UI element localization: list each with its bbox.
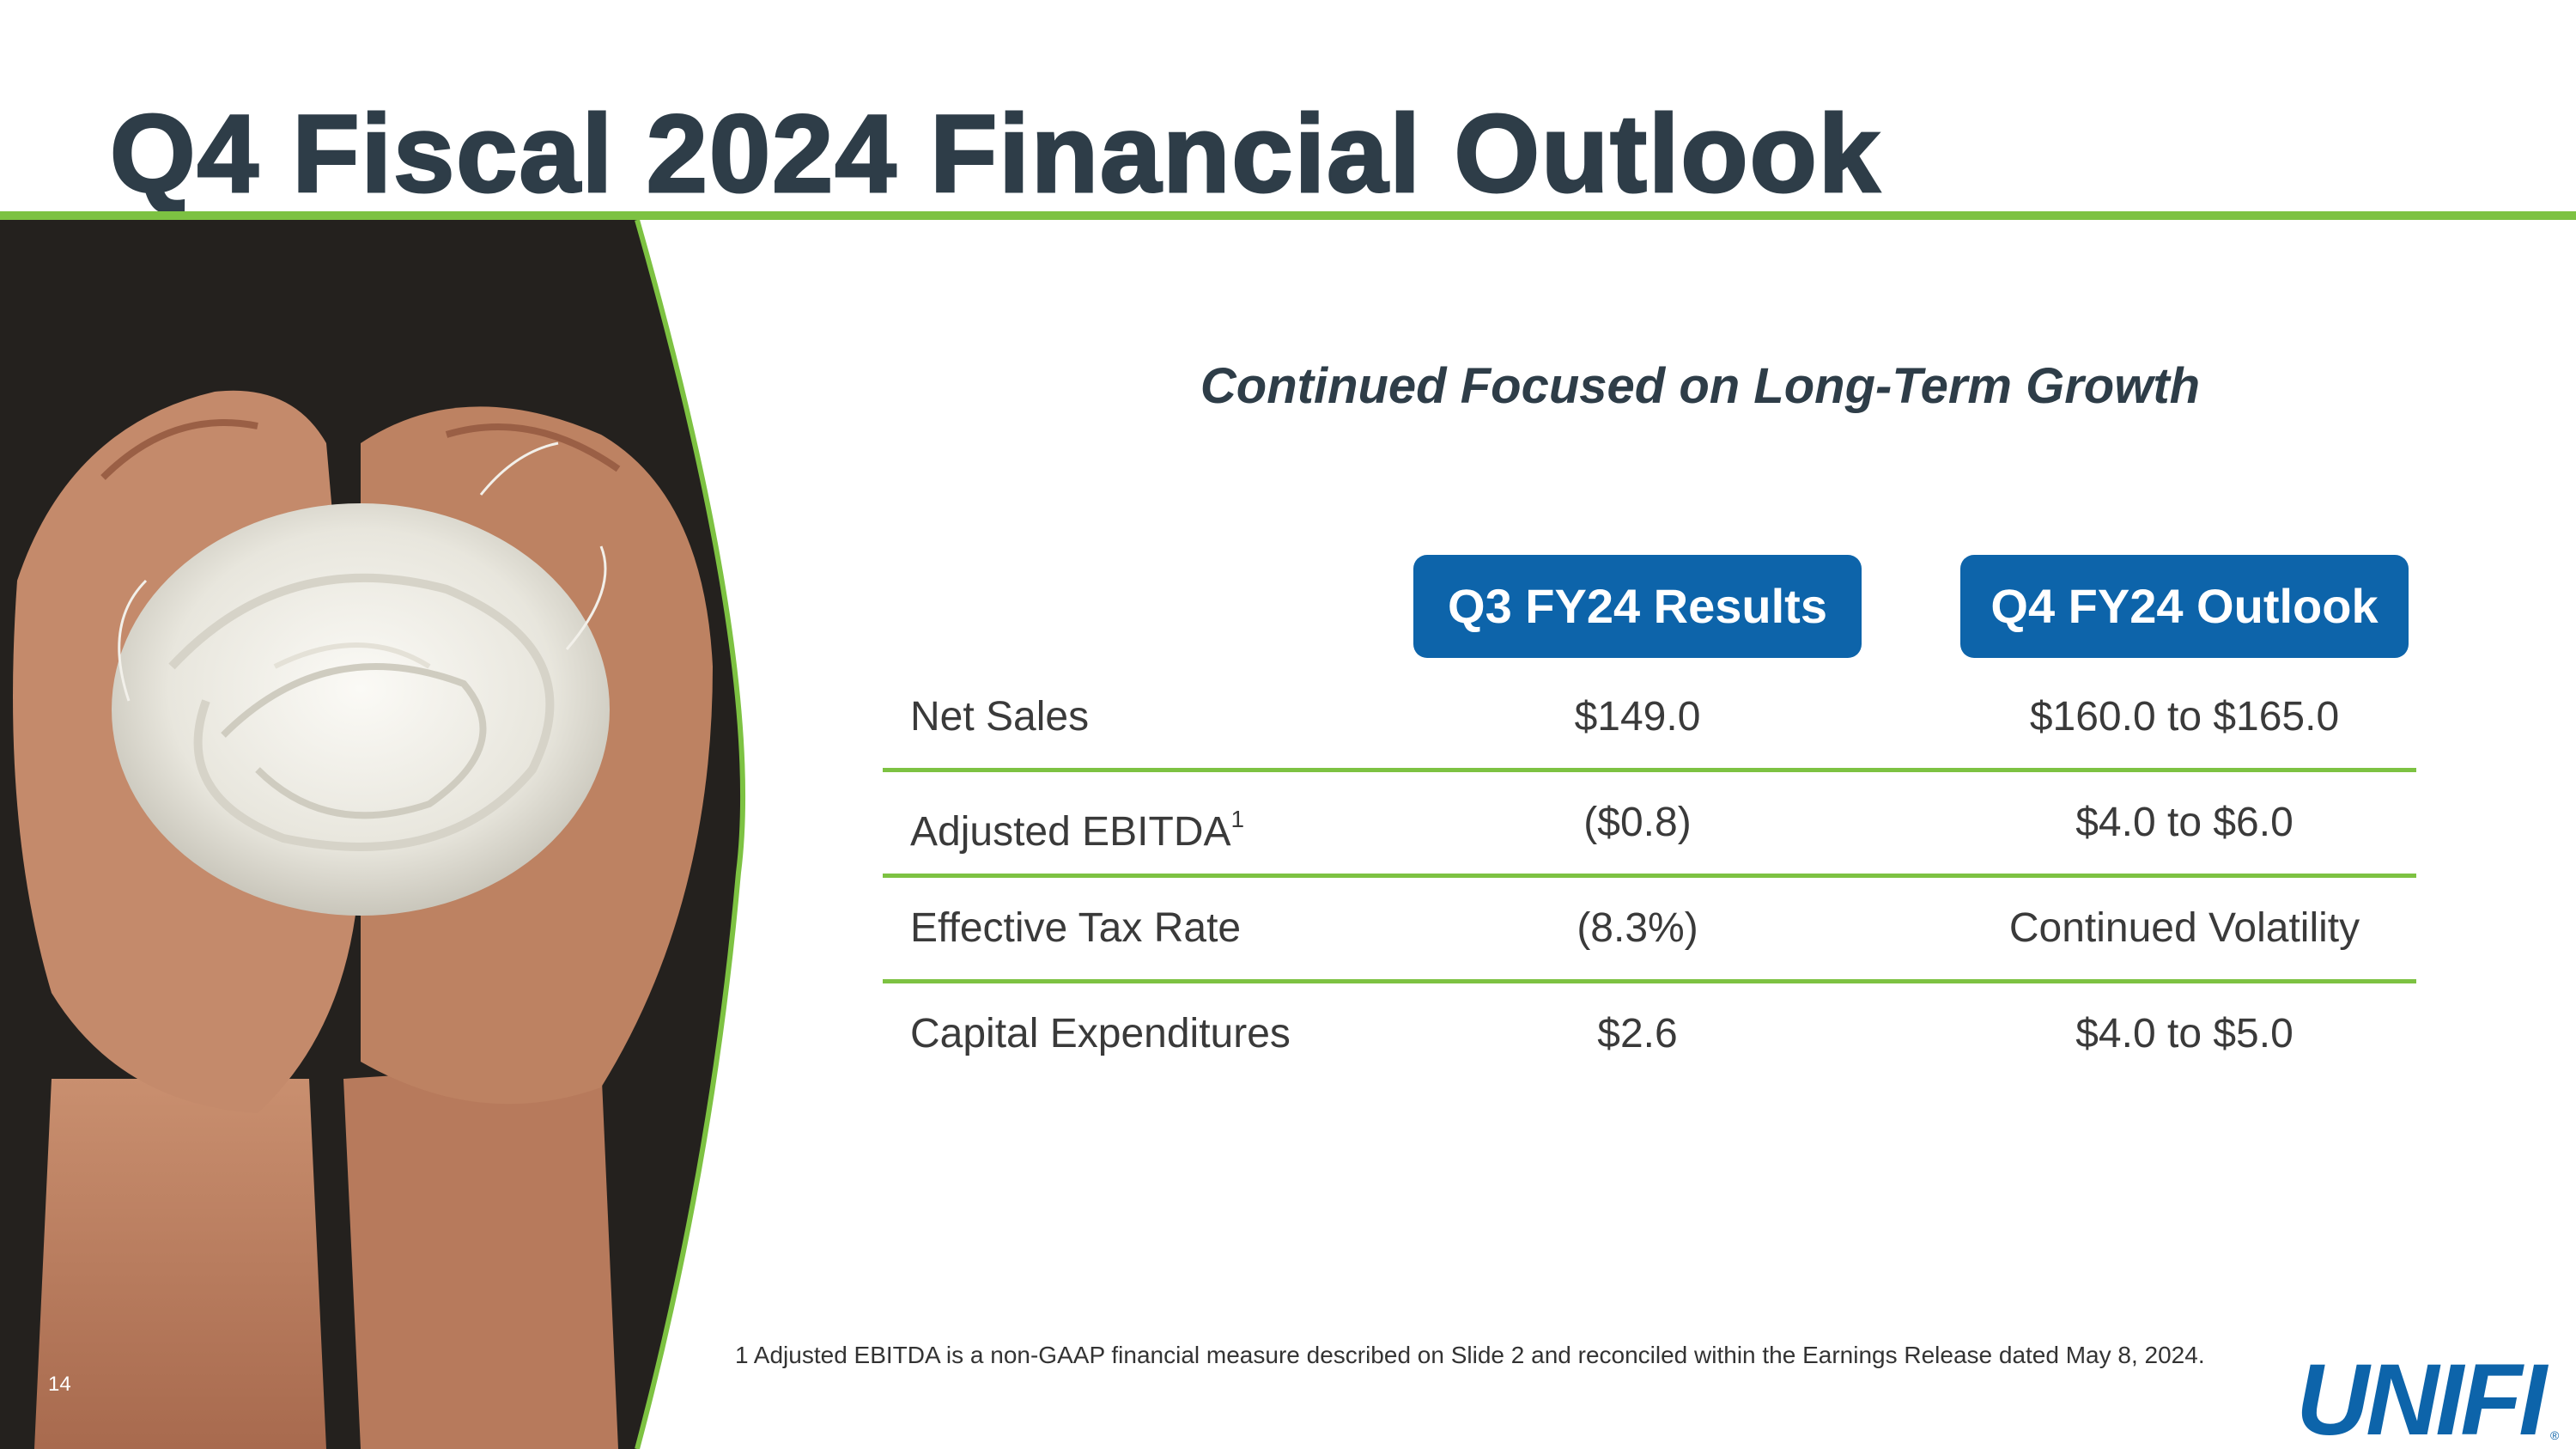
title-divider — [0, 211, 2576, 220]
table-row-net-sales: Net Sales $149.0 $160.0 to $165.0 — [883, 667, 2416, 772]
q3-value: ($0.8) — [1583, 800, 1692, 845]
unifi-logo: UNIFI ® — [2294, 1343, 2561, 1449]
row-label: Net Sales — [910, 694, 1090, 740]
table-row-capital-expenditures: Capital Expenditures $2.6 $4.0 to $5.0 — [883, 983, 2416, 1085]
row-label: Capital Expenditures — [910, 1011, 1291, 1056]
q3-results-header: Q3 FY24 Results — [1413, 555, 1862, 658]
slide-subtitle: Continued Focused on Long-Term Growth — [1200, 358, 2201, 414]
q3-value: (8.3%) — [1577, 905, 1698, 951]
q4-value: Continued Volatility — [2008, 905, 2360, 951]
page-number: 14 — [48, 1373, 71, 1396]
q4-value: $160.0 to $165.0 — [2029, 694, 2340, 740]
q4-outlook-header: Q4 FY24 Outlook — [1960, 555, 2409, 658]
row-label: Effective Tax Rate — [910, 905, 1242, 951]
slide-title: Q4 Fiscal 2024 Financial Outlook — [109, 92, 1881, 217]
q4-value: $4.0 to $5.0 — [2075, 1011, 2293, 1056]
financial-outlook-table: Net Sales $149.0 $160.0 to $165.0 Adjust… — [883, 667, 2416, 1085]
row-label: Adjusted EBITDA1 — [910, 806, 1245, 855]
table-row-adjusted-ebitda: Adjusted EBITDA1 ($0.8) $4.0 to $6.0 — [883, 772, 2416, 878]
q3-value: $2.6 — [1597, 1011, 1678, 1056]
logo-wordmark: UNIFI — [2296, 1359, 2549, 1443]
footnote: 1 Adjusted EBITDA is a non-GAAP financia… — [735, 1342, 2205, 1368]
footnote-marker: 1 — [1230, 806, 1245, 832]
q4-value: $4.0 to $6.0 — [2075, 800, 2293, 845]
hands-holding-fiber-image — [0, 220, 773, 1449]
registered-mark: ® — [2550, 1428, 2560, 1442]
table-row-effective-tax-rate: Effective Tax Rate (8.3%) Continued Vola… — [883, 878, 2416, 983]
q3-value: $149.0 — [1574, 694, 1701, 740]
